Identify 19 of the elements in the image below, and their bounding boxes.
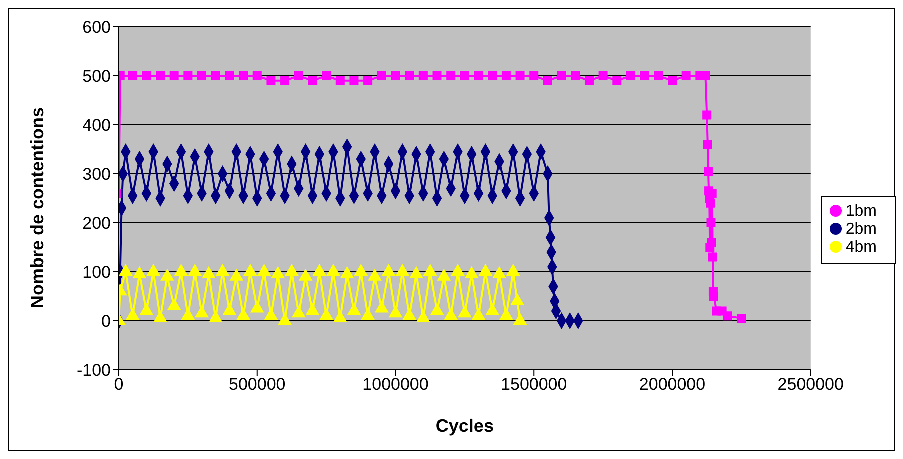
x-axis-title: Cycles (436, 416, 494, 436)
x-tick-label: 500000 (229, 375, 286, 394)
legend-label: 2bm (846, 220, 877, 238)
x-tick-label: 0 (114, 375, 124, 394)
legend-label: 1bm (846, 202, 877, 220)
x-tick-label: 1500000 (501, 375, 568, 394)
y-axis-title: Nombre de contentions (27, 107, 48, 308)
y-tick-label: -100 (76, 361, 111, 380)
x-tick-label: 1000000 (362, 375, 429, 394)
y-tick-label: 300 (82, 165, 111, 184)
x-tick-label: 2500000 (778, 375, 844, 394)
y-tick-label: 200 (82, 214, 111, 234)
y-tick-label: 400 (82, 116, 111, 136)
y-tick-label: 100 (82, 263, 111, 282)
x-tick-label: 2000000 (639, 375, 706, 394)
legend-label: 4bm (846, 238, 877, 256)
y-tick-label: 0 (102, 312, 111, 332)
y-tick-label: 500 (82, 67, 111, 86)
y-tick-label: 600 (82, 18, 111, 38)
